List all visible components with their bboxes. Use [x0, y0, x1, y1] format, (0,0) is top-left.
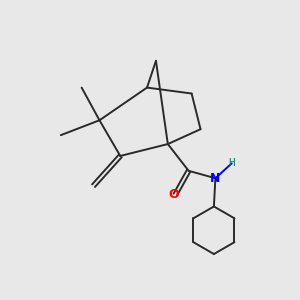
Text: O: O — [169, 188, 179, 201]
Text: N: N — [210, 172, 220, 185]
Text: H: H — [228, 158, 235, 168]
